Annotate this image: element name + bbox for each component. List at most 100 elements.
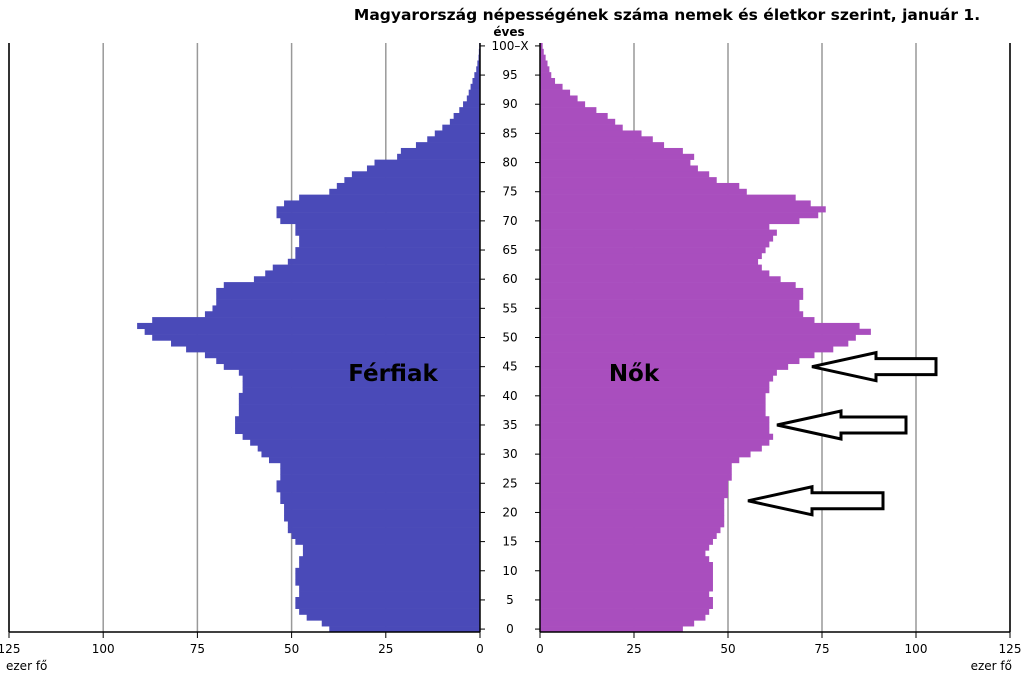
bar-male-age-5 [295, 597, 480, 604]
bar-female-age-8 [540, 579, 713, 586]
bar-male-age-66 [299, 241, 480, 248]
bar-female-age-84 [540, 136, 653, 143]
bar-male-age-36 [235, 416, 480, 423]
bar-female-age-65 [540, 247, 766, 254]
bar-male-age-76 [336, 182, 480, 190]
bar-female-age-11 [540, 562, 713, 569]
bar-male-age-27 [280, 468, 480, 475]
bar-male-age-77 [344, 177, 480, 184]
bar-male-age-18 [287, 521, 480, 528]
arrow-age-45 [811, 350, 938, 383]
bar-male-age-94 [472, 77, 480, 85]
age-tick-label-70: 70 [502, 214, 517, 228]
bar-female-age-2 [540, 614, 706, 621]
age-axis-ticks: 0 5 10 15 20 25 30 35 40 45 50 55 60 65 70 75 80 85 90 95 10… [480, 39, 540, 636]
bar-female-age-43 [540, 375, 774, 382]
x-tick-label-female-75: 75 [814, 642, 829, 656]
age-tick-label-65: 65 [502, 243, 517, 257]
bar-female-age-44 [540, 369, 777, 376]
bar-male-age-81 [397, 153, 480, 160]
bar-female-age-17 [540, 527, 721, 534]
bar-female-age-67 [540, 235, 774, 242]
bar-male-age-4 [295, 602, 480, 609]
bar-male-age-20 [284, 509, 480, 516]
bar-male-age-83 [415, 142, 480, 149]
bar-female-age-71 [540, 212, 819, 219]
bar-female-age-31 [540, 445, 762, 452]
bar-male-age-49 [171, 340, 481, 347]
age-tick-label-5: 5 [506, 593, 514, 607]
age-tick-label-30: 30 [502, 447, 517, 461]
bar-male-age-86 [442, 124, 480, 131]
bar-female-age-92 [540, 89, 571, 96]
age-tick-label-35: 35 [502, 418, 517, 432]
bar-male-age-15 [295, 538, 480, 545]
bar-female-age-60 [540, 276, 781, 283]
bar-female-age-32 [540, 439, 770, 446]
bar-female-age-81 [540, 153, 695, 160]
bar-male-age-22 [280, 497, 480, 505]
bar-male-age-71 [276, 212, 480, 219]
bar-male-age-41 [242, 387, 480, 394]
bar-female-age-62 [540, 264, 762, 271]
bar-male-age-72 [276, 206, 480, 213]
bar-male-age-6 [299, 591, 480, 598]
bar-male-age-75 [329, 188, 480, 195]
x-tick-label-male-75: 75 [190, 642, 205, 656]
bar-female-age-46 [540, 357, 800, 365]
female-bars [540, 43, 871, 633]
x-tick-label-male-100: 100 [92, 642, 115, 656]
bar-female-age-94 [540, 77, 556, 85]
bar-male-age-60 [253, 276, 480, 283]
bar-male-age-46 [216, 357, 481, 365]
bar-male-age-0 [329, 626, 480, 633]
bar-female-age-78 [540, 171, 710, 178]
bar-male-age-90 [463, 101, 480, 108]
bar-female-age-87 [540, 118, 616, 125]
age-tick-label-15: 15 [502, 535, 517, 549]
bar-male-age-79 [366, 165, 480, 172]
bar-female-age-23 [540, 492, 728, 499]
bar-male-age-8 [295, 579, 480, 586]
bar-male-age-50 [152, 334, 480, 341]
bar-female-age-29 [540, 457, 740, 464]
bar-female-age-48 [540, 346, 834, 353]
male-x-axis-ticks: 125 100 75 50 25 0 [0, 632, 484, 656]
male-bars [137, 43, 481, 633]
female-series-label: Nők [609, 361, 660, 387]
bar-male-age-9 [295, 573, 480, 580]
bar-male-age-10 [295, 567, 480, 574]
age-tick-label-25: 25 [502, 476, 517, 490]
bar-male-age-58 [216, 287, 481, 295]
bar-female-age-98 [540, 54, 546, 61]
bar-female-age-26 [540, 474, 732, 481]
bar-male-age-96 [476, 66, 480, 73]
bar-male-age-39 [238, 398, 480, 405]
bar-female-age-35 [540, 422, 770, 429]
bar-female-age-19 [540, 515, 725, 522]
bar-female-age-88 [540, 112, 608, 120]
bar-female-age-64 [540, 252, 762, 260]
bar-male-age-95 [474, 72, 480, 79]
age-tick-label-55: 55 [502, 301, 517, 315]
x-tick-label-male-50: 50 [284, 642, 299, 656]
age-tick-label-10: 10 [502, 564, 517, 578]
bar-female-age-1 [540, 620, 695, 627]
bar-male-age-67 [299, 235, 480, 242]
x-tick-label-male-125: 125 [0, 642, 20, 656]
chart-title: Magyarország népességének száma nemek és… [354, 6, 980, 24]
age-tick-label-75: 75 [502, 185, 517, 199]
bar-female-age-10 [540, 567, 713, 574]
bar-male-age-65 [295, 247, 480, 254]
bar-male-age-93 [470, 83, 480, 90]
bar-male-age-52 [137, 322, 480, 330]
x-tick-label-female-125: 125 [999, 642, 1022, 656]
bar-male-age-43 [242, 375, 480, 382]
age-tick-label-60: 60 [502, 272, 517, 286]
bar-female-age-58 [540, 287, 804, 295]
age-tick-label-40: 40 [502, 389, 517, 403]
bar-male-age-57 [216, 293, 481, 300]
bar-male-age-32 [250, 439, 480, 446]
bar-male-age-29 [268, 457, 480, 464]
bar-female-age-13 [540, 550, 706, 557]
